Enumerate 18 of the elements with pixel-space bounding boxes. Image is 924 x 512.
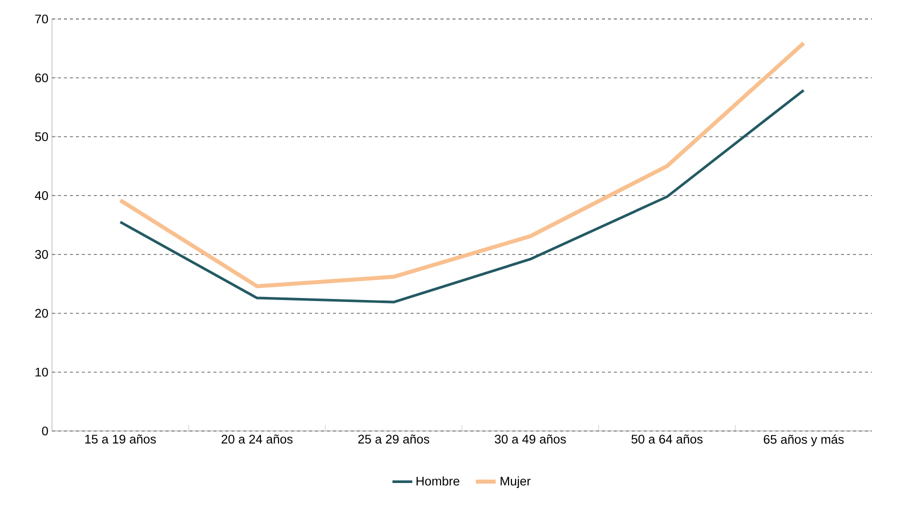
legend-label: Mujer [500,476,531,488]
line-series [118,41,806,288]
line-series [119,88,805,304]
y-tick-label: 20 [35,308,48,318]
x-tick-label: 25 a 29 años [358,434,430,444]
y-tick-label: 70 [35,14,48,24]
x-tick-label: 20 a 24 años [222,434,293,444]
y-tick-label: 60 [35,73,48,82]
legend-label: Hombre [416,476,460,486]
y-tick-label: 0 [42,426,48,436]
y-tick-label: 50 [35,132,48,142]
x-tick-label: 30 a 49 años [494,434,566,444]
y-tick-label: 10 [36,368,48,377]
y-tick-label: 30 [35,250,48,259]
x-tick-label: 50 a 64 años [631,434,703,444]
x-tick-label: 15 a 19 años [85,434,156,444]
y-tick-label: 40 [34,191,48,200]
x-tick-label: 65 años y más [764,434,844,446]
